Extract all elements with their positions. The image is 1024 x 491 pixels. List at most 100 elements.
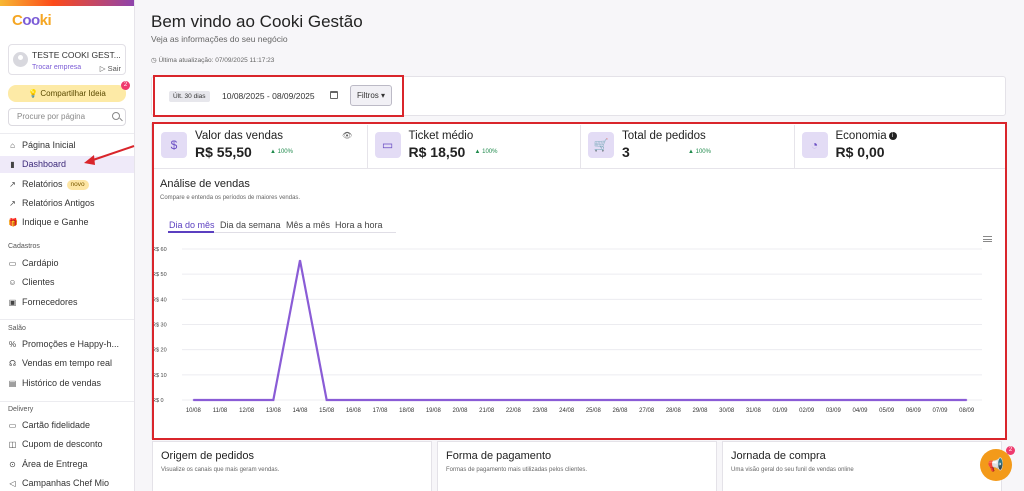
data-point[interactable] <box>219 399 221 401</box>
kpi-label: Ticket médio <box>409 130 474 142</box>
switch-company-link[interactable]: Trocar empresa <box>32 64 82 71</box>
data-point[interactable] <box>806 399 808 401</box>
sidebar-item-label: Página Inicial <box>22 140 76 150</box>
data-point[interactable] <box>352 399 354 401</box>
eye-icon[interactable]: 👁 <box>342 131 353 140</box>
x-tick-label: 20/08 <box>452 408 468 414</box>
data-point[interactable] <box>752 399 754 401</box>
data-point[interactable] <box>486 399 488 401</box>
data-point[interactable] <box>886 399 888 401</box>
range-tag[interactable]: Últ. 30 dias <box>169 91 210 102</box>
megaphone-button[interactable]: 📢 2 <box>980 446 1015 481</box>
data-point[interactable] <box>566 399 568 401</box>
filters-button[interactable]: Filtros ▾ <box>350 85 392 106</box>
card-subtitle: Uma visão geral do seu funil de vendas o… <box>731 467 854 473</box>
logout-link[interactable]: ▷ Sair <box>99 64 121 73</box>
info-icon[interactable]: i <box>888 132 897 140</box>
sidebar-item-vendas-em-tempo-real[interactable]: ☊ Vendas em tempo real <box>0 355 134 372</box>
data-point[interactable] <box>939 399 941 401</box>
card-origem-de-pedidos: Origem de pedidos Visualize os canais que… <box>152 441 432 491</box>
calendar-icon[interactable] <box>330 91 338 99</box>
share-idea-button[interactable]: 💡 Compartilhar Ideia 2 <box>8 81 130 102</box>
broadcast-icon: ☊ <box>8 359 17 369</box>
tab-hora-a-hora[interactable]: Hora a hora <box>335 220 383 230</box>
sidebar-item-area-de-entrega[interactable]: ⊙ Área de Entrega <box>0 456 134 473</box>
data-point[interactable] <box>299 259 301 261</box>
data-point[interactable] <box>779 399 781 401</box>
kpi-change: ▲ 100% <box>688 149 711 155</box>
account-box[interactable]: TESTE COOKI GEST... Trocar empresa ▷ Sai… <box>8 44 126 75</box>
kpi-sales-value: $ Valor das vendas R$ 55,50 ▲ 100% <box>153 125 367 168</box>
data-point[interactable] <box>646 399 648 401</box>
active-tab-underline <box>168 231 214 233</box>
sidebar-item-pagina-inicial[interactable]: ⌂ Página Inicial <box>0 137 134 154</box>
sidebar-item-historico-de-vendas[interactable]: ▤ Histórico de vendas <box>0 375 134 392</box>
filters-bar <box>151 76 1006 116</box>
divider <box>793 125 795 168</box>
x-tick-label: 30/08 <box>719 408 735 414</box>
tab-dia-da-semana[interactable]: Dia da semana <box>220 220 281 230</box>
sidebar-item-label: Promoções e Happy-h... <box>22 339 120 349</box>
x-tick-label: 11/08 <box>213 408 228 414</box>
sidebar-item-dashboard[interactable]: ▮ Dashboard <box>0 156 134 174</box>
x-tick-label: 29/08 <box>692 408 708 414</box>
tab-dia-do-mes[interactable]: Dia do mês <box>169 220 215 230</box>
data-point[interactable] <box>246 399 248 401</box>
cooki-logo[interactable]: Cooki <box>12 12 52 29</box>
data-point[interactable] <box>619 399 621 401</box>
data-point[interactable] <box>512 399 514 401</box>
sidebar-item-promocoes-e-happy-h[interactable]: % Promoções e Happy-h... <box>0 336 134 353</box>
data-point[interactable] <box>912 399 914 401</box>
sidebar-item-indique-e-ganhe[interactable]: 🎁 Indique e Ganhe <box>0 214 134 231</box>
data-point[interactable] <box>379 399 381 401</box>
data-point[interactable] <box>859 399 861 401</box>
data-point[interactable] <box>272 399 274 401</box>
tab-mes-a-mes[interactable]: Mês a mês <box>286 220 331 230</box>
divider <box>152 168 1005 169</box>
data-point[interactable] <box>326 399 328 401</box>
data-point[interactable] <box>592 399 594 401</box>
data-point[interactable] <box>406 399 408 401</box>
kpi-change: ▲ 100% <box>270 149 293 155</box>
sidebar-item-label: Indique e Ganhe <box>22 217 89 228</box>
data-point[interactable] <box>432 399 434 401</box>
data-point[interactable] <box>539 399 541 401</box>
data-point[interactable] <box>672 399 674 401</box>
x-tick-label: 18/08 <box>399 408 415 414</box>
receipt-icon: ▤ <box>8 378 17 388</box>
x-tick-label: 24/08 <box>559 408 575 414</box>
kpi-value: R$ 55,50 <box>195 144 252 160</box>
data-point[interactable] <box>699 399 701 401</box>
kpi-average-ticket: ▭ Ticket médio R$ 18,50 ▲ 100% <box>367 125 581 168</box>
percent-icon: % <box>8 340 17 349</box>
sidebar-item-fornecedores[interactable]: ▣ Fornecedores <box>0 294 134 311</box>
data-point[interactable] <box>966 399 968 401</box>
sidebar-item-relatorios[interactable]: ↗ Relatórios novo <box>0 176 134 193</box>
sidebar-item-cupom-de-desconto[interactable]: ◫ Cupom de desconto <box>0 436 134 453</box>
highlight-box-analytics <box>152 122 1007 440</box>
card-title: Origem de pedidos <box>161 450 254 462</box>
data-point[interactable] <box>832 399 834 401</box>
x-tick-label: 26/08 <box>612 408 628 414</box>
data-point[interactable] <box>192 399 194 401</box>
truck-icon: ▣ <box>8 297 17 307</box>
data-point[interactable] <box>726 399 728 401</box>
cart-icon: 🛒 <box>588 132 614 158</box>
chart-menu-icon[interactable] <box>983 236 992 242</box>
y-tick-label: R$ 50 <box>152 272 167 278</box>
brand-gradient-bar <box>0 0 134 6</box>
date-range-input[interactable]: 10/08/2025 - 08/09/2025 <box>222 91 315 101</box>
y-tick-label: R$ 20 <box>152 348 167 354</box>
sidebar-item-clientes[interactable]: ☺ Clientes <box>0 274 134 291</box>
notification-badge: 2 <box>1006 446 1015 455</box>
page-search-input[interactable]: Procure por página <box>8 108 126 126</box>
sidebar-item-relatorios-antigos[interactable]: ↗ Relatórios Antigos <box>0 195 134 212</box>
divider <box>0 319 134 320</box>
sidebar-item-cardapio[interactable]: ▭ Cardápio <box>0 255 134 272</box>
kpi-label: Economia i <box>836 130 897 142</box>
sidebar-item-campanhas-chef-mio[interactable]: ◁ Campanhas Chef Mio <box>0 475 134 491</box>
users-icon: ☺ <box>8 278 17 288</box>
divider <box>0 133 134 134</box>
data-point[interactable] <box>459 399 461 401</box>
sidebar-item-cartao-fidelidade[interactable]: ▭ Cartão fidelidade <box>0 417 134 434</box>
